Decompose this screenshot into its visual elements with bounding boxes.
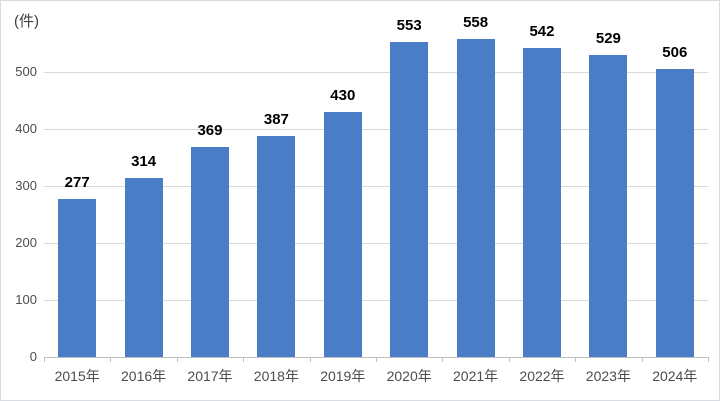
x-category-label: 2020年 <box>386 368 432 384</box>
gridline <box>44 186 708 187</box>
x-category-label: 2024年 <box>652 368 698 384</box>
data-label: 506 <box>662 43 688 61</box>
x-category-label: 2022年 <box>519 368 565 384</box>
data-label: 314 <box>131 153 157 171</box>
data-label: 369 <box>197 121 223 139</box>
x-category-label: 2017年 <box>187 368 233 384</box>
bar-2022年 <box>523 48 561 357</box>
data-label: 558 <box>463 13 489 31</box>
x-tick-mark <box>376 357 377 362</box>
bar-2017年 <box>191 146 229 357</box>
x-tick-mark <box>641 357 643 362</box>
x-tick-mark <box>110 357 112 362</box>
x-tick-mark <box>243 357 245 362</box>
data-label: 430 <box>330 86 356 104</box>
y-tick-label: 200 <box>15 235 37 250</box>
y-tick-label: 100 <box>15 292 37 307</box>
bar-2018年 <box>257 136 296 357</box>
y-tick-label: 500 <box>15 64 37 79</box>
x-tick-mark <box>309 357 311 362</box>
bar-2020年 <box>390 41 429 357</box>
bar-2023年 <box>589 55 628 357</box>
data-label: 277 <box>64 174 90 192</box>
x-category-label: 2023年 <box>585 368 631 384</box>
x-category-label: 2019年 <box>320 368 366 384</box>
gridline <box>44 72 708 73</box>
x-tick-mark <box>442 357 444 362</box>
x-tick-mark <box>575 357 577 362</box>
x-category-label: 2021年 <box>453 368 499 384</box>
gridline <box>44 243 708 244</box>
y-axis-unit-label: (件) <box>14 13 39 30</box>
bar-2021年 <box>456 38 495 357</box>
y-tick-label: 400 <box>15 121 37 136</box>
x-tick-mark <box>508 357 510 362</box>
x-category-label: 2018年 <box>253 368 299 384</box>
bar-2015年 <box>58 199 97 357</box>
data-label: 553 <box>396 16 422 34</box>
bar-2016年 <box>124 178 163 357</box>
y-tick-label: 0 <box>29 349 37 364</box>
x-category-label: 2016年 <box>121 368 167 384</box>
x-tick-mark <box>44 357 45 362</box>
data-label: 387 <box>263 111 289 129</box>
y-tick-label: 300 <box>15 178 37 193</box>
bar-2024年 <box>655 68 694 357</box>
x-category-label: 2015年 <box>54 368 100 384</box>
gridline <box>44 300 708 301</box>
bar-2019年 <box>323 111 362 357</box>
data-label: 529 <box>595 30 621 48</box>
x-tick-mark <box>708 357 709 362</box>
x-tick-mark <box>176 357 178 362</box>
gridline <box>44 129 708 130</box>
data-label: 542 <box>529 23 555 41</box>
